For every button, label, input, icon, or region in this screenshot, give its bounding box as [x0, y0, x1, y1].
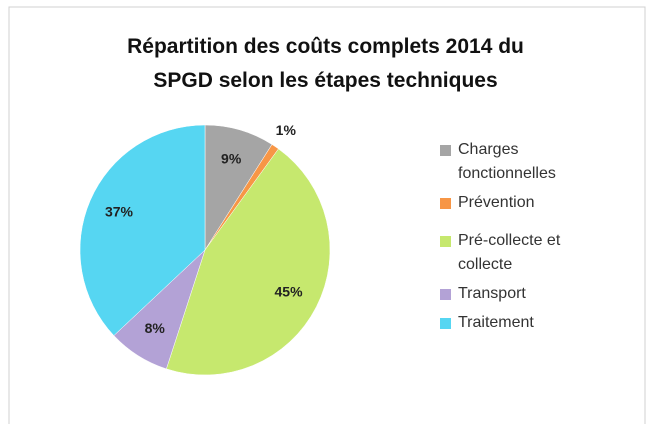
- pie-slice: [79, 124, 206, 336]
- legend-item: Prévention: [440, 191, 590, 215]
- legend-swatch: [440, 236, 451, 247]
- legend-item: Pré-collecte et collecte: [440, 229, 590, 277]
- legend-swatch: [440, 198, 451, 209]
- data-label: 9%: [221, 151, 242, 167]
- legend-label: Transport: [458, 285, 526, 302]
- pie-slice: [166, 148, 331, 376]
- legend-label: Charges fonctionnelles: [458, 141, 556, 182]
- legend-swatch: [440, 145, 451, 156]
- legend: Charges fonctionnelles Prévention Pré-coll…: [440, 138, 590, 340]
- legend-label: Prévention: [458, 194, 535, 211]
- chart-title: Répartition des coûts complets 2014 du S…: [127, 35, 524, 92]
- data-label: 37%: [105, 203, 134, 219]
- legend-swatch: [440, 289, 451, 300]
- legend-item: Traitement: [440, 311, 590, 335]
- legend-swatch: [440, 318, 451, 329]
- frame: [8, 6, 646, 424]
- data-label: 1%: [276, 122, 297, 138]
- legend-label: Traitement: [458, 314, 534, 331]
- data-label: 45%: [275, 283, 304, 299]
- data-label: 8%: [145, 320, 166, 336]
- legend-item: Transport: [440, 282, 590, 306]
- legend-label: Pré-collecte et collecte: [458, 232, 561, 273]
- legend-item: Charges fonctionnelles: [440, 138, 590, 186]
